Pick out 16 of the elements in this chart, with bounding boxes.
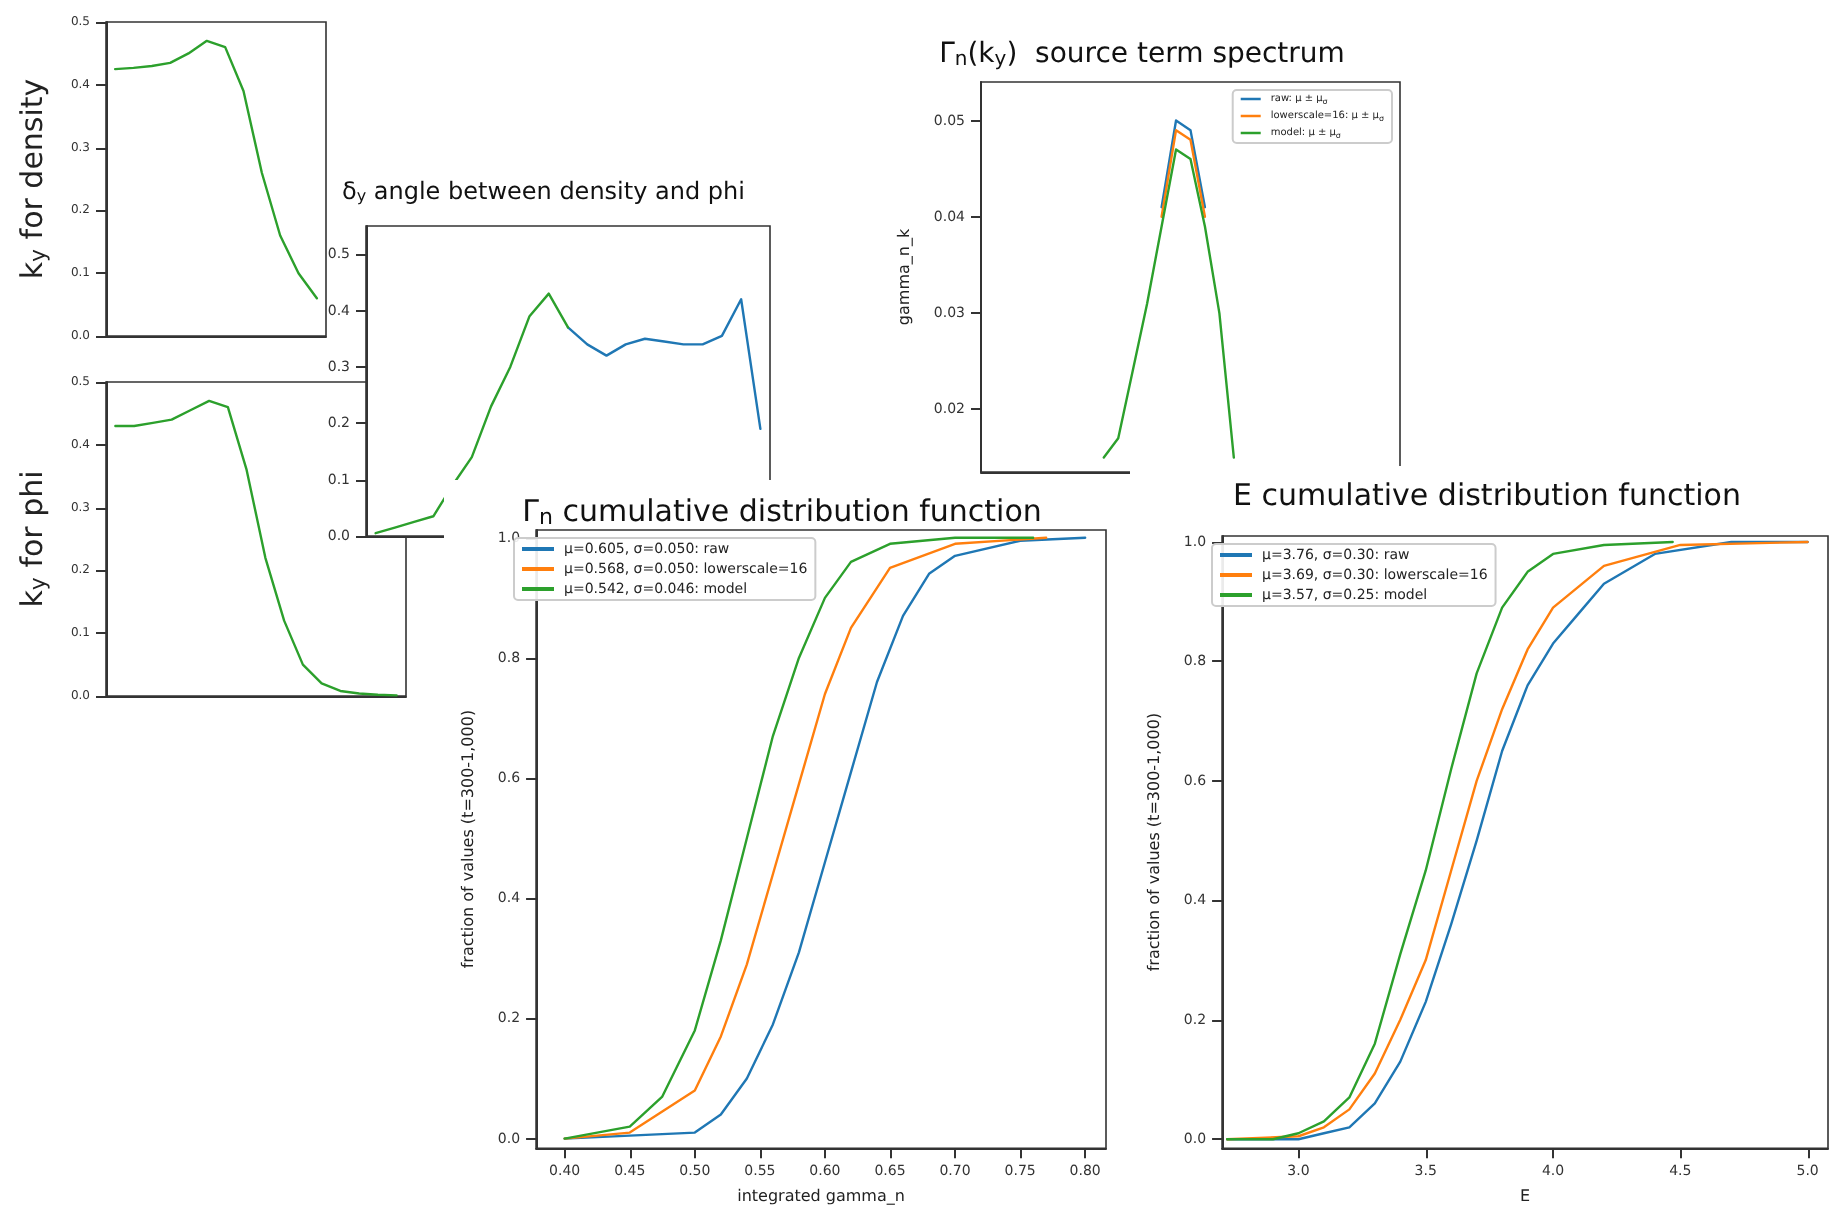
chart-title: Γn cumulative distribution function bbox=[522, 493, 1042, 530]
chart-title: δy angle between density and phi bbox=[342, 177, 745, 205]
y-axis-title: fraction of values (t=300-1,000) bbox=[459, 709, 477, 969]
y-axis-title: ky for density bbox=[14, 78, 52, 280]
line-series bbox=[113, 39, 319, 300]
line-series bbox=[566, 298, 762, 431]
line-series bbox=[1102, 148, 1236, 459]
x-axis-title: E bbox=[1519, 1187, 1531, 1205]
chart-title: E cumulative distribution function bbox=[1233, 477, 1741, 513]
line-series bbox=[1225, 540, 1674, 1141]
y-axis-title: fraction of values (t=300-1,000) bbox=[1145, 712, 1163, 972]
x-axis-title: integrated gamma_n bbox=[737, 1187, 905, 1205]
y-axis-title: ky for phi bbox=[14, 470, 52, 608]
chart-title: Γn(ky) source term spectrum bbox=[939, 38, 1345, 71]
line-series bbox=[114, 399, 398, 697]
y-axis-title: gamma_n_k bbox=[895, 228, 913, 326]
